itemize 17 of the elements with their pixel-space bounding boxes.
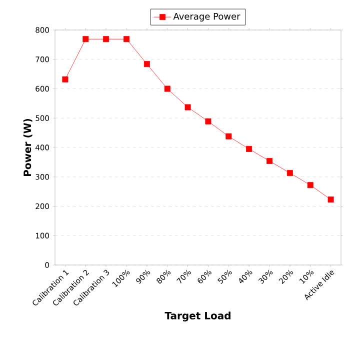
point [307,182,314,188]
point [62,76,68,82]
y-axis-title: Power (W) [23,118,32,176]
point [246,146,252,152]
legend-label: Average Power [173,13,240,22]
point [144,61,150,68]
point [184,104,191,110]
point [164,86,170,92]
point [328,196,334,202]
point [205,118,212,124]
point [82,36,89,42]
point [286,170,293,176]
x-axis-title: Target Load [164,312,230,322]
point [124,36,130,42]
point [103,36,110,42]
point [266,158,272,164]
point [226,133,232,140]
